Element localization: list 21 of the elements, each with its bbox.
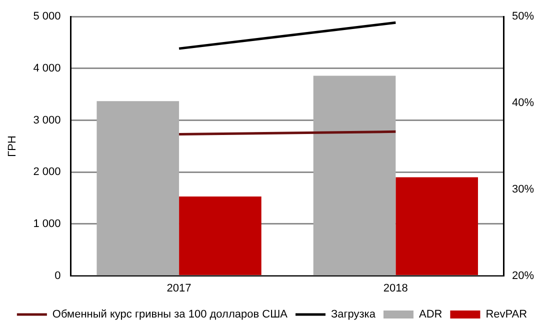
bar bbox=[96, 101, 180, 276]
x-tick-label: 2017 bbox=[166, 282, 192, 294]
bar bbox=[396, 177, 478, 276]
legend-label: Обменный курс гривны за 100 долларов США bbox=[52, 308, 288, 321]
legend-label: Загрузка bbox=[331, 308, 376, 321]
legend-label: RevPAR bbox=[486, 308, 528, 321]
x-tick-label: 2018 bbox=[383, 282, 408, 294]
y-tick-label: 4 000 bbox=[33, 62, 61, 74]
y2-tick-label: 50% bbox=[512, 10, 534, 23]
y-tick-label: 3 000 bbox=[33, 114, 61, 126]
y-axis-title: ГРН bbox=[6, 136, 19, 157]
y2-tick-label: 20% bbox=[512, 270, 534, 282]
y2-tick-label: 30% bbox=[512, 183, 534, 196]
bar bbox=[313, 76, 396, 276]
bar bbox=[179, 196, 262, 276]
y2-tick-label: 40% bbox=[512, 97, 534, 110]
legend-label: ADR bbox=[418, 308, 442, 321]
y-tick-label: 2 000 bbox=[33, 166, 61, 178]
y-tick-label: 1 000 bbox=[33, 218, 61, 230]
y-tick-label: 0 bbox=[54, 270, 61, 282]
y-tick-label: 5 000 bbox=[33, 10, 61, 23]
